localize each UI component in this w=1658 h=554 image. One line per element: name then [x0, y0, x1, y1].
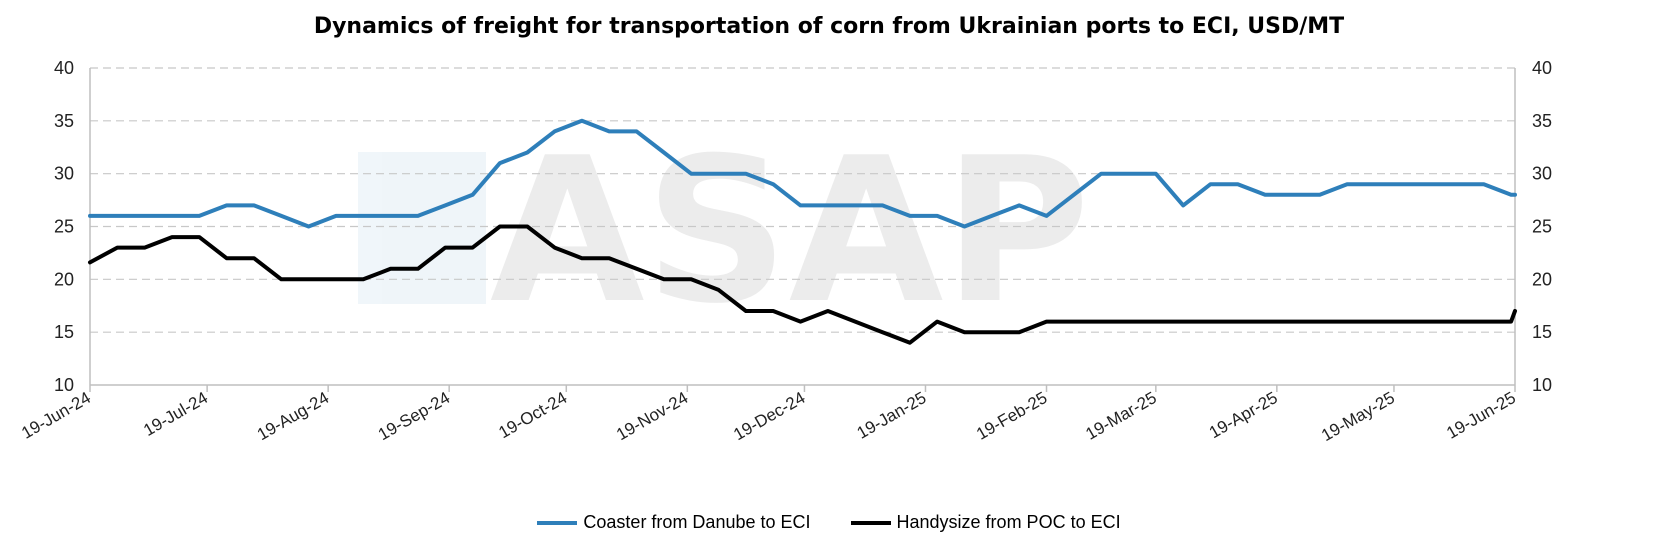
x-tick-label: 19-Jan-25 [854, 388, 930, 443]
y-tick-label-right: 20 [1532, 269, 1552, 289]
y-tick-label-left: 40 [54, 58, 74, 78]
legend-swatch-handysize [850, 520, 891, 525]
legend: Coaster from Danube to ECI Handysize fro… [0, 512, 1658, 533]
y-tick-label-left: 15 [54, 322, 74, 342]
y-tick-label-right: 40 [1532, 58, 1552, 78]
x-tick-label: 19-Nov-24 [613, 388, 691, 444]
x-tick-label: 19-May-25 [1318, 388, 1398, 445]
x-tick-label: 19-Oct-24 [495, 388, 570, 442]
legend-label-coaster: Coaster from Danube to ECI [583, 512, 811, 532]
y-tick-label-left: 20 [54, 269, 74, 289]
x-tick-label: 19-Jun-24 [18, 388, 94, 443]
y-axis-right: 10 15 20 25 30 35 40 [1532, 58, 1552, 395]
y-tick-label-left: 10 [54, 375, 74, 395]
series-line-handysize [88, 224, 1517, 345]
chart-title: Dynamics of freight for transportation o… [313, 14, 1345, 39]
legend-label-handysize: Handysize from POC to ECI [896, 512, 1121, 532]
x-tick-label: 19-Apr-25 [1206, 388, 1281, 442]
legend-swatch-coaster [537, 520, 578, 525]
x-tick-label: 19-Jul-24 [140, 388, 211, 440]
y-tick-label-left: 35 [54, 111, 74, 131]
y-tick-label-right: 25 [1532, 217, 1552, 237]
legend-item-coaster: Coaster from Danube to ECI [537, 512, 811, 533]
x-tick-label: 19-Aug-24 [254, 388, 332, 444]
y-tick-label-right: 30 [1532, 164, 1552, 184]
series-line-coaster [88, 118, 1517, 229]
y-tick-label-left: 25 [54, 217, 74, 237]
x-tick-label: 19-Mar-25 [1082, 388, 1159, 444]
legend-item-handysize: Handysize from POC to ECI [850, 512, 1121, 533]
y-axis-left: 10 15 20 25 30 35 40 [54, 58, 74, 395]
x-tick-label: 19-Dec-24 [730, 388, 808, 444]
y-tick-label-right: 10 [1532, 375, 1552, 395]
watermark-text: ASAP [490, 115, 1090, 348]
series-lines [88, 118, 1517, 345]
x-axis: 19-Jun-24 19-Jul-24 19-Aug-24 19-Sep-24 19-O… [18, 385, 1519, 445]
y-tick-label-right: 15 [1532, 322, 1552, 342]
watermark-logo: ASAP [358, 115, 1090, 348]
y-tick-label-right: 35 [1532, 111, 1552, 131]
x-tick-label: 19-Sep-24 [375, 388, 453, 444]
x-tick-label: 19-Jun-25 [1443, 388, 1519, 443]
x-tick-label: 19-Feb-25 [973, 388, 1050, 444]
y-tick-label-left: 30 [54, 164, 74, 184]
